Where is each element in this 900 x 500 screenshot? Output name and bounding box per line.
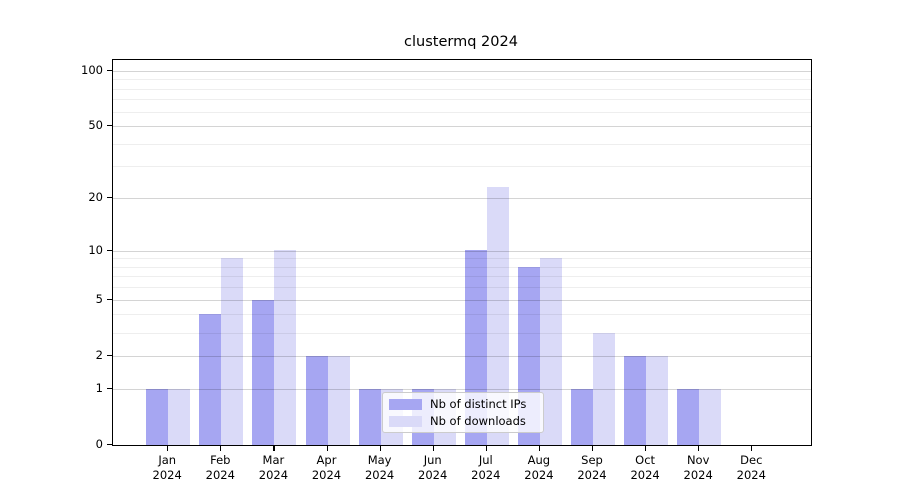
y-tick-1 bbox=[107, 387, 112, 389]
gridline-minor-40 bbox=[113, 143, 811, 145]
gridline-major-2 bbox=[113, 355, 811, 357]
bar-nb-of-downloads-apr bbox=[327, 355, 350, 445]
x-tick-label-oct: Oct 2024 bbox=[630, 453, 660, 482]
gridline-minor-60 bbox=[113, 111, 811, 113]
x-tick-jul bbox=[485, 445, 487, 451]
y-tick-label-0: 0 bbox=[95, 437, 103, 451]
gridline-major-10 bbox=[113, 250, 811, 252]
x-tick-label-sep: Sep 2024 bbox=[577, 453, 607, 482]
gridline-minor-6 bbox=[113, 287, 811, 289]
y-tick-label-50: 50 bbox=[88, 118, 103, 132]
bar-nb-of-downloads-aug bbox=[539, 258, 562, 445]
bar-nb-of-downloads-mar bbox=[274, 250, 297, 445]
bar-nb-of-downloads-oct bbox=[646, 355, 669, 445]
chart-title: clustermq 2024 bbox=[404, 34, 518, 50]
x-tick-label-feb: Feb 2024 bbox=[205, 453, 235, 482]
legend-entry-nb-of-distinct-ips: Nb of distinct IPs bbox=[389, 397, 537, 411]
legend-label-nb-of-distinct-ips: Nb of distinct IPs bbox=[430, 397, 527, 411]
x-tick-feb bbox=[220, 445, 222, 451]
x-tick-label-jan: Jan 2024 bbox=[152, 453, 182, 482]
y-tick-label-2: 2 bbox=[95, 347, 103, 362]
y-tick-5 bbox=[107, 298, 112, 300]
y-tick-label-10: 10 bbox=[88, 242, 103, 257]
bar-nb-of-distinct-ips-jan bbox=[146, 388, 169, 445]
bar-nb-of-distinct-ips-sep bbox=[571, 388, 593, 445]
y-tick-50 bbox=[107, 125, 112, 127]
plot-area: Nb of distinct IPs Nb of downloads bbox=[112, 59, 812, 446]
gridline-minor-30 bbox=[113, 166, 811, 168]
y-tick-0 bbox=[107, 444, 112, 446]
gridline-minor-3 bbox=[113, 332, 811, 334]
y-tick-100 bbox=[107, 69, 112, 71]
y-tick-label-100: 100 bbox=[81, 62, 103, 77]
gridline-major-100 bbox=[113, 70, 811, 72]
legend: Nb of distinct IPs Nb of downloads bbox=[382, 392, 544, 433]
x-tick-nov bbox=[698, 445, 700, 451]
x-tick-jan bbox=[167, 445, 169, 451]
gridline-minor-90 bbox=[113, 79, 811, 81]
gridline-minor-7 bbox=[113, 276, 811, 278]
x-tick-oct bbox=[645, 445, 647, 451]
gridline-minor-9 bbox=[113, 258, 811, 260]
x-tick-dec bbox=[751, 445, 753, 451]
gridline-minor-70 bbox=[113, 99, 811, 101]
y-tick-label-20: 20 bbox=[88, 190, 103, 204]
x-tick-sep bbox=[592, 445, 594, 451]
bar-nb-of-downloads-nov bbox=[699, 388, 722, 445]
gridline-major-50 bbox=[113, 126, 811, 127]
bar-nb-of-downloads-feb bbox=[221, 258, 244, 445]
legend-label-nb-of-downloads: Nb of downloads bbox=[430, 414, 526, 428]
gridline-major-1 bbox=[113, 388, 811, 390]
y-tick-label-1: 1 bbox=[95, 380, 103, 395]
bar-nb-of-distinct-ips-may bbox=[358, 388, 381, 445]
gridline-minor-8 bbox=[113, 266, 811, 268]
x-tick-apr bbox=[326, 445, 328, 451]
x-tick-label-mar: Mar 2024 bbox=[258, 453, 289, 482]
bar-nb-of-downloads-jan bbox=[168, 388, 191, 445]
x-tick-label-apr: Apr 2024 bbox=[311, 453, 342, 482]
x-tick-label-dec: Dec 2024 bbox=[736, 453, 766, 482]
bar-nb-of-downloads-jul bbox=[486, 187, 509, 445]
bar-nb-of-distinct-ips-feb bbox=[199, 314, 222, 445]
x-tick-jun bbox=[432, 445, 434, 451]
y-tick-20 bbox=[107, 197, 112, 199]
gridline-major-20 bbox=[113, 198, 811, 199]
x-tick-label-jun: Jun 2024 bbox=[418, 453, 448, 482]
y-tick-label-5: 5 bbox=[95, 291, 103, 306]
bar-nb-of-distinct-ips-apr bbox=[305, 355, 328, 445]
x-tick-mar bbox=[273, 445, 275, 451]
bar-nb-of-downloads-sep bbox=[593, 332, 615, 445]
legend-swatch-nb-of-downloads bbox=[389, 415, 422, 427]
bar-nb-of-distinct-ips-mar bbox=[252, 299, 275, 445]
gridline-minor-80 bbox=[113, 88, 811, 90]
legend-swatch-nb-of-distinct-ips bbox=[389, 398, 422, 410]
y-tick-2 bbox=[107, 354, 112, 357]
legend-entry-nb-of-downloads: Nb of downloads bbox=[389, 414, 537, 428]
x-tick-label-may: May 2024 bbox=[364, 453, 395, 482]
x-tick-may bbox=[379, 445, 381, 451]
x-tick-label-nov: Nov 2024 bbox=[683, 453, 713, 482]
y-tick-10 bbox=[107, 249, 112, 251]
gridline-major-5 bbox=[113, 299, 811, 301]
x-tick-aug bbox=[538, 445, 541, 451]
bar-nb-of-distinct-ips-oct bbox=[624, 355, 647, 445]
gridline-minor-4 bbox=[113, 314, 811, 316]
bar-nb-of-distinct-ips-nov bbox=[677, 388, 700, 445]
x-tick-label-aug: Aug 2024 bbox=[524, 453, 554, 482]
x-tick-label-jul: Jul 2024 bbox=[471, 453, 501, 482]
